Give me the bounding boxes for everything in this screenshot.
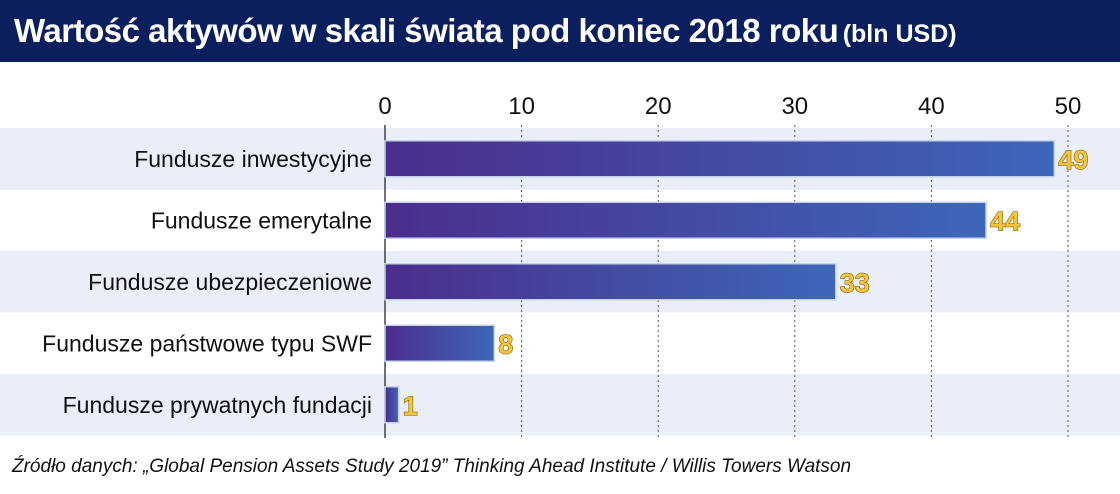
category-label: Fundusze emerytalne [151, 207, 372, 233]
bar [384, 201, 987, 239]
chart-title: Wartość aktywów w skali świata pod konie… [14, 6, 957, 63]
row-stripe [0, 374, 1120, 436]
x-tick-label: 50 [1055, 93, 1082, 120]
category-label: Fundusze prywatnych fundacji [63, 392, 372, 418]
bar-chart: 0 10 20 30 40 50 Fundusze inwestycyjneFundusz… [0, 93, 1120, 438]
category-label: Fundusze inwestycyjne [134, 146, 372, 172]
value-label: 8 [498, 329, 513, 359]
value-label: 44 [990, 206, 1020, 236]
category-label: Fundusze ubezpieczeniowe [88, 269, 372, 295]
bar [384, 140, 1056, 178]
value-label: 49 [1058, 145, 1088, 175]
bar [384, 386, 400, 424]
x-tick-label: 40 [918, 93, 945, 120]
chart-unit: (bln USD) [842, 20, 957, 48]
bars [384, 140, 1056, 424]
source-note: Źródło danych: „Global Pension Assets St… [12, 456, 852, 477]
value-label: 33 [840, 268, 870, 298]
x-tick-label: 10 [508, 93, 535, 120]
bar [384, 324, 496, 362]
x-tick-label: 20 [645, 93, 672, 120]
chart-title-text: Wartość aktywów w skali świata pod konie… [14, 12, 839, 49]
title-bar: Wartość aktywów w skali świata pod konie… [0, 0, 1120, 62]
bar [384, 263, 837, 301]
category-labels: Fundusze inwestycyjne Fundusze emerytalne… [42, 146, 372, 418]
x-tick-label: 30 [781, 93, 808, 120]
x-tick-label: 0 [378, 93, 391, 120]
value-labels: 49 44 33 8 1 [402, 144, 1089, 421]
x-axis-ticks: 0 10 20 30 40 50 [378, 93, 1081, 120]
category-label: Fundusze państwowe typu SWF [42, 330, 372, 356]
value-label: 1 [403, 391, 418, 421]
